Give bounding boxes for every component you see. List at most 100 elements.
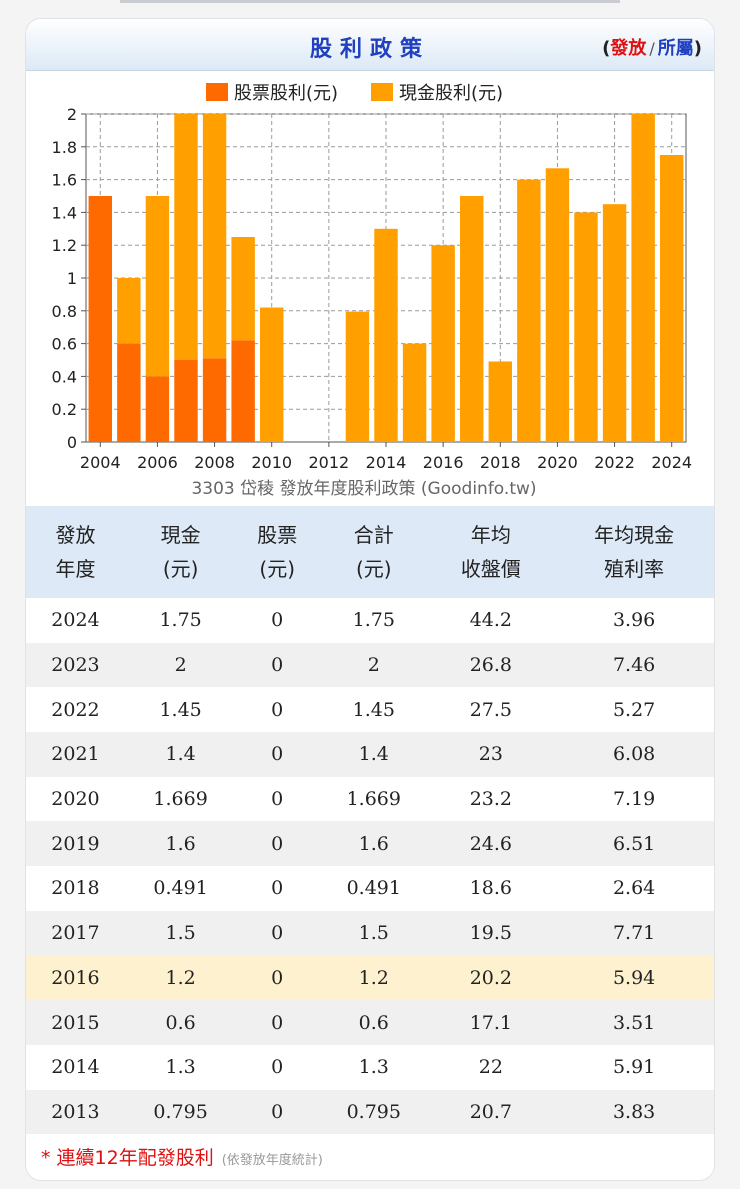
cell-avg-price: 44.2 <box>429 598 553 643</box>
cell-stock: 0 <box>236 598 319 643</box>
header-line: (元) <box>259 557 295 581</box>
header-line: 收盤價 <box>460 557 521 581</box>
cell-yield: 5.27 <box>552 687 714 733</box>
y-tick-label: 0.8 <box>52 302 77 321</box>
table-row: 2019 1.6 0 1.6 24.6 6.51 <box>26 821 714 867</box>
table-row: 2024 1.75 0 1.75 44.2 3.96 <box>26 598 714 643</box>
bar-cash-2024[interactable] <box>660 155 684 442</box>
cell-cash: 1.5 <box>124 910 237 956</box>
cell-year: 2021 <box>26 732 125 777</box>
bar-cash-2009[interactable] <box>231 237 255 341</box>
dividend-policy-card: 股利政策 (發放 / 所屬) 0 0.2 0.4 0.6 0.8 1 1.2 1.4 1.6 1.8 2… <box>25 18 715 1181</box>
cell-cash: 1.75 <box>124 598 237 643</box>
bar-cash-2016[interactable] <box>431 245 455 442</box>
cell-year: 2013 <box>26 1089 125 1135</box>
cell-year: 2019 <box>26 821 125 867</box>
cell-total: 1.2 <box>318 955 430 1001</box>
cell-cash: 2 <box>124 642 237 688</box>
bar-cash-2018[interactable] <box>488 361 512 442</box>
option-belong-year[interactable]: 所屬 <box>657 38 694 59</box>
cell-total: 1.5 <box>318 910 430 956</box>
y-tick-label: 1.2 <box>52 236 77 255</box>
cell-total: 0.6 <box>318 1000 430 1045</box>
bar-stock-2005[interactable] <box>117 343 141 442</box>
cell-stock: 0 <box>236 1000 319 1045</box>
bar-stock-2009[interactable] <box>231 340 255 442</box>
cell-year: 2024 <box>26 598 125 643</box>
cell-year: 2016 <box>26 955 125 1001</box>
x-tick-label: 2016 <box>423 453 464 472</box>
x-tick-label: 2022 <box>594 453 635 472</box>
switch-separator: / <box>649 39 655 58</box>
y-tick-label: 0.6 <box>52 335 77 354</box>
cell-avg-price: 18.6 <box>429 866 553 911</box>
header-line: 合計 <box>353 523 394 547</box>
cell-yield: 6.51 <box>552 821 714 867</box>
bar-cash-2005[interactable] <box>117 278 141 344</box>
x-tick-label: 2006 <box>137 453 178 472</box>
dividend-chart: 0 0.2 0.4 0.6 0.8 1 1.2 1.4 1.6 1.8 2 2004 2006 2008 2… <box>26 72 714 504</box>
legend-label-stock: 股票股利(元) <box>234 83 338 104</box>
bar-cash-2019[interactable] <box>517 179 541 442</box>
bar-stock-2006[interactable] <box>145 376 170 442</box>
table-row: 2017 1.5 0 1.5 19.5 7.71 <box>26 910 714 956</box>
bar-cash-2007[interactable] <box>174 114 198 360</box>
bar-cash-2010[interactable] <box>260 307 284 442</box>
y-tick-label: 0 <box>67 433 77 452</box>
cell-stock: 0 <box>236 642 319 688</box>
bar-cash-2022[interactable] <box>602 204 627 442</box>
dividend-bar-chart: 0 0.2 0.4 0.6 0.8 1 1.2 1.4 1.6 1.8 2 2004 2006 2008 2… <box>52 83 692 499</box>
header-line: 現金 <box>160 523 201 547</box>
cell-total: 0.795 <box>318 1089 430 1135</box>
bar-cash-2015[interactable] <box>402 343 427 442</box>
y-tick-label: 2 <box>67 105 77 124</box>
y-tick-label: 1 <box>67 269 77 288</box>
bar-cash-2023[interactable] <box>631 114 655 442</box>
footnote-sub: (依發放年度統計) <box>221 1153 323 1168</box>
bar-stock-2004[interactable] <box>88 196 112 442</box>
bar-stock-2007[interactable] <box>174 360 198 442</box>
year-basis-switch: (發放 / 所屬) <box>602 34 702 60</box>
x-tick-label: 2018 <box>480 453 521 472</box>
option-issue-year[interactable]: 發放 <box>610 38 647 59</box>
cell-stock: 0 <box>236 732 319 777</box>
y-tick-label: 1.8 <box>52 138 77 157</box>
header-line: 年均 <box>470 523 511 547</box>
header-total: 合計 (元) <box>318 506 430 598</box>
table-row: 2015 0.6 0 0.6 17.1 3.51 <box>26 1000 714 1045</box>
cell-avg-price: 26.8 <box>429 642 553 688</box>
bar-cash-2021[interactable] <box>574 212 598 442</box>
cell-avg-price: 22 <box>429 1044 553 1090</box>
y-tick-label: 0.2 <box>52 400 77 419</box>
cell-year: 2015 <box>26 1000 125 1045</box>
header-line: 發放 <box>55 523 96 547</box>
x-tick-label: 2014 <box>366 453 407 472</box>
chart-caption: 3303 岱稜 發放年度股利政策 (Goodinfo.tw) <box>191 479 536 499</box>
cell-avg-price: 20.7 <box>429 1089 553 1135</box>
cell-yield: 7.71 <box>552 910 714 956</box>
bar-cash-2020[interactable] <box>545 168 570 442</box>
table-row: 2022 1.45 0 1.45 27.5 5.27 <box>26 687 714 733</box>
cell-year: 2022 <box>26 687 125 733</box>
cell-avg-price: 24.6 <box>429 821 553 867</box>
header-line: 年度 <box>55 557 96 581</box>
cell-yield: 2.64 <box>552 866 714 911</box>
bar-cash-2014[interactable] <box>374 228 398 442</box>
footnote: * 連續12年配發股利 (依發放年度統計) <box>41 1143 323 1170</box>
header-cash: 現金 (元) <box>124 506 237 598</box>
cell-cash: 0.6 <box>124 1000 237 1045</box>
cell-avg-price: 17.1 <box>429 1000 553 1045</box>
bar-cash-2013[interactable] <box>345 311 370 442</box>
bar-stock-2008[interactable] <box>202 358 227 442</box>
cell-year: 2020 <box>26 776 125 822</box>
cell-year: 2017 <box>26 910 125 956</box>
bar-cash-2008[interactable] <box>202 114 227 359</box>
cell-yield: 7.46 <box>552 642 714 688</box>
x-tick-label: 2020 <box>537 453 578 472</box>
table-row: 2021 1.4 0 1.4 23 6.08 <box>26 732 714 777</box>
cell-avg-price: 27.5 <box>429 687 553 733</box>
bar-cash-2006[interactable] <box>145 196 170 377</box>
header-stock: 股票 (元) <box>236 506 319 598</box>
bar-cash-2017[interactable] <box>460 196 484 442</box>
x-tick-label: 2012 <box>308 453 349 472</box>
